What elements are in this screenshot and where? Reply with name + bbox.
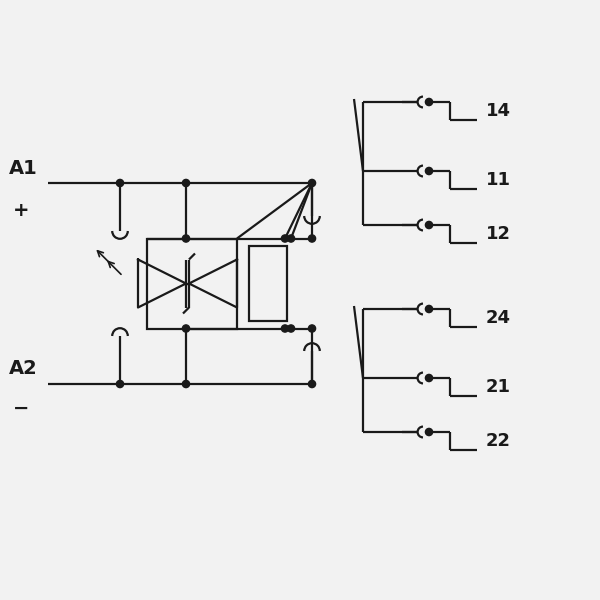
Circle shape bbox=[287, 235, 295, 242]
Bar bbox=[147, 238, 237, 329]
Circle shape bbox=[425, 98, 433, 106]
Circle shape bbox=[425, 374, 433, 382]
Text: +: + bbox=[13, 200, 30, 220]
Circle shape bbox=[116, 380, 124, 388]
Text: A1: A1 bbox=[9, 158, 38, 178]
Circle shape bbox=[425, 428, 433, 436]
Circle shape bbox=[308, 380, 316, 388]
Circle shape bbox=[308, 235, 316, 242]
Circle shape bbox=[116, 179, 124, 187]
Text: −: − bbox=[13, 398, 29, 418]
Circle shape bbox=[182, 380, 190, 388]
Text: 12: 12 bbox=[486, 225, 511, 243]
Text: 22: 22 bbox=[486, 432, 511, 450]
Text: 11: 11 bbox=[486, 171, 511, 189]
Circle shape bbox=[308, 325, 316, 332]
Text: 24: 24 bbox=[486, 309, 511, 327]
Circle shape bbox=[182, 325, 190, 332]
Circle shape bbox=[425, 305, 433, 313]
Circle shape bbox=[308, 179, 316, 187]
Text: 14: 14 bbox=[486, 102, 511, 120]
Text: A2: A2 bbox=[9, 359, 38, 379]
Bar bbox=[249, 246, 287, 322]
Circle shape bbox=[425, 221, 433, 229]
Circle shape bbox=[281, 235, 289, 242]
Circle shape bbox=[281, 325, 289, 332]
Circle shape bbox=[287, 325, 295, 332]
Circle shape bbox=[182, 179, 190, 187]
Circle shape bbox=[425, 167, 433, 175]
Text: 21: 21 bbox=[486, 378, 511, 396]
Circle shape bbox=[182, 235, 190, 242]
